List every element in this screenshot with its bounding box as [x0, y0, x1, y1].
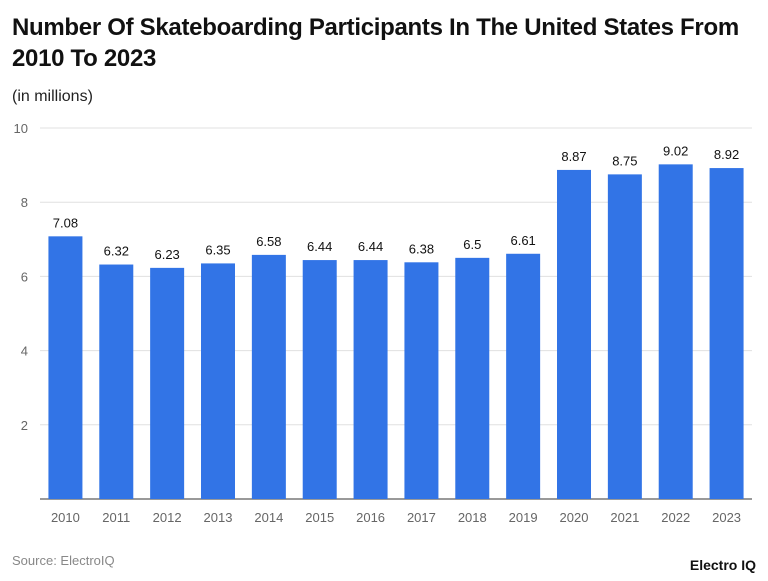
y-tick-label: 2 — [21, 418, 28, 433]
data-label: 6.58 — [256, 234, 281, 249]
bar — [404, 262, 439, 499]
data-label: 6.23 — [154, 247, 179, 262]
data-label: 8.87 — [561, 149, 586, 164]
data-label: 6.5 — [463, 237, 481, 252]
x-tick-label: 2023 — [712, 510, 741, 525]
x-tick-label: 2017 — [407, 510, 436, 525]
data-label: 6.35 — [205, 242, 230, 257]
bar — [709, 168, 744, 499]
electroiq-logo: Electro IQ — [689, 557, 756, 573]
chart-title: Number Of Skateboarding Participants In … — [12, 14, 739, 72]
x-tick-label: 2018 — [458, 510, 487, 525]
x-tick-label: 2012 — [153, 510, 182, 525]
bar — [506, 253, 541, 499]
bar — [251, 254, 286, 499]
x-tick-label: 2016 — [356, 510, 385, 525]
data-label: 6.38 — [409, 241, 434, 256]
data-label: 6.32 — [104, 244, 129, 259]
bar — [557, 169, 591, 499]
bar — [353, 260, 388, 499]
x-tick-label: 2014 — [254, 510, 283, 525]
bar — [658, 164, 693, 499]
chart-subtitle: (in millions) — [12, 88, 93, 105]
bar — [455, 257, 490, 499]
bar — [99, 264, 134, 499]
x-tick-label: 2015 — [305, 510, 334, 525]
data-label: 8.92 — [714, 147, 739, 162]
bar — [607, 174, 642, 499]
bar — [48, 236, 83, 499]
bar — [302, 260, 337, 499]
bar — [201, 263, 235, 499]
source-note: Source: ElectroIQ — [12, 553, 115, 568]
data-label: 6.61 — [510, 233, 535, 248]
y-tick-label: 8 — [21, 195, 28, 210]
x-tick-label: 2020 — [560, 510, 589, 525]
data-label: 6.44 — [307, 239, 332, 254]
x-tick-label: 2011 — [102, 510, 130, 525]
data-label: 9.02 — [663, 143, 688, 158]
x-tick-label: 2019 — [509, 510, 538, 525]
bar — [150, 267, 185, 499]
x-tick-label: 2013 — [204, 510, 233, 525]
data-label: 6.44 — [358, 239, 383, 254]
x-tick-label: 2022 — [661, 510, 690, 525]
y-tick-label: 4 — [21, 344, 28, 359]
y-tick-label: 6 — [21, 269, 28, 284]
x-tick-label: 2021 — [610, 510, 639, 525]
data-label: 7.08 — [53, 215, 78, 230]
data-label: 8.75 — [612, 153, 637, 168]
x-tick-label: 2010 — [51, 510, 80, 525]
y-tick-label: 10 — [14, 121, 28, 136]
